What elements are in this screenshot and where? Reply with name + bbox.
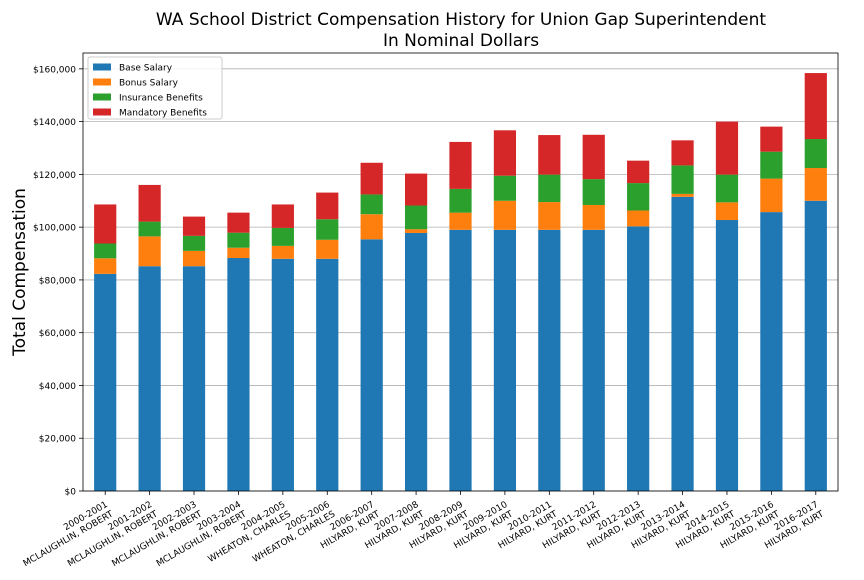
bar-insurance-benefits bbox=[271, 227, 294, 246]
bar-base-salary bbox=[538, 229, 561, 491]
bar-insurance-benefits bbox=[138, 221, 161, 237]
axes bbox=[79, 52, 839, 495]
bar-mandatory-benefits bbox=[715, 121, 739, 175]
bar-mandatory-benefits bbox=[449, 141, 472, 189]
bar-insurance-benefits bbox=[94, 243, 117, 259]
bar-mandatory-benefits bbox=[404, 173, 428, 206]
bar-insurance-benefits bbox=[671, 165, 694, 194]
bar-mandatory-benefits bbox=[182, 216, 206, 236]
y-axis-label: Total Compensation bbox=[10, 188, 30, 357]
bar-base-salary bbox=[715, 220, 739, 491]
bar-base-salary bbox=[760, 212, 783, 492]
bar-base-salary bbox=[316, 258, 339, 491]
y-tick-label: $140,000 bbox=[33, 118, 76, 128]
y-tick-label: $20,000 bbox=[39, 435, 76, 445]
bar-insurance-benefits bbox=[760, 151, 783, 179]
bar-insurance-benefits bbox=[804, 139, 827, 169]
bar-mandatory-benefits bbox=[627, 160, 650, 184]
bar-insurance-benefits bbox=[582, 179, 605, 205]
bar-mandatory-benefits bbox=[760, 126, 783, 152]
bar-mandatory-benefits bbox=[360, 162, 383, 195]
bar-insurance-benefits bbox=[227, 232, 250, 248]
bar-insurance-benefits bbox=[715, 174, 739, 203]
bars bbox=[94, 73, 827, 492]
y-tick-label: $160,000 bbox=[33, 65, 76, 75]
bar-bonus-salary bbox=[227, 247, 250, 259]
legend-label: Bonus Salary bbox=[119, 79, 179, 89]
bar-insurance-benefits bbox=[182, 235, 206, 251]
bar-bonus-salary bbox=[182, 250, 206, 267]
y-tick-label: $120,000 bbox=[33, 171, 76, 181]
bar-mandatory-benefits bbox=[804, 73, 827, 140]
bar-base-salary bbox=[582, 229, 605, 491]
bar-base-salary bbox=[138, 266, 161, 491]
y-tick-label: $40,000 bbox=[39, 382, 76, 392]
legend-swatch bbox=[93, 63, 111, 71]
bar-mandatory-benefits bbox=[94, 204, 117, 244]
bar-base-salary bbox=[271, 258, 294, 491]
bar-mandatory-benefits bbox=[493, 130, 517, 176]
legend-swatch bbox=[93, 93, 111, 101]
bar-bonus-salary bbox=[671, 193, 694, 197]
bar-bonus-salary bbox=[271, 245, 294, 259]
bar-base-salary bbox=[404, 232, 428, 491]
y-tick-label: $0 bbox=[65, 488, 77, 498]
bar-bonus-salary bbox=[804, 168, 827, 201]
bar-insurance-benefits bbox=[449, 188, 472, 213]
bar-base-salary bbox=[627, 226, 650, 491]
bar-mandatory-benefits bbox=[538, 135, 561, 175]
bar-bonus-salary bbox=[582, 204, 605, 230]
bar-bonus-salary bbox=[404, 229, 428, 233]
bar-insurance-benefits bbox=[316, 219, 339, 240]
bar-base-salary bbox=[94, 273, 117, 491]
bar-base-salary bbox=[360, 239, 383, 491]
bar-insurance-benefits bbox=[404, 205, 428, 230]
bar-mandatory-benefits bbox=[316, 192, 339, 220]
bar-mandatory-benefits bbox=[138, 184, 161, 222]
y-tick-label: $80,000 bbox=[39, 276, 76, 286]
bar-base-salary bbox=[493, 229, 517, 491]
bar-bonus-salary bbox=[538, 202, 561, 230]
legend-label: Base Salary bbox=[119, 64, 173, 74]
y-tick-label: $100,000 bbox=[33, 224, 76, 234]
bar-base-salary bbox=[227, 258, 250, 491]
bar-base-salary bbox=[182, 266, 206, 491]
legend-box bbox=[87, 56, 223, 120]
bar-bonus-salary bbox=[316, 239, 339, 259]
bar-bonus-salary bbox=[449, 212, 472, 230]
bar-base-salary bbox=[671, 196, 694, 491]
bar-insurance-benefits bbox=[627, 183, 650, 211]
legend-swatch bbox=[93, 108, 111, 116]
legend-swatch bbox=[93, 78, 111, 86]
legend-label: Insurance Benefits bbox=[119, 94, 203, 104]
chart-subtitle: In Nominal Dollars bbox=[383, 31, 539, 51]
bar-insurance-benefits bbox=[538, 174, 561, 203]
bar-insurance-benefits bbox=[360, 194, 383, 215]
bar-mandatory-benefits bbox=[582, 134, 605, 180]
bar-bonus-salary bbox=[493, 200, 517, 230]
bar-bonus-salary bbox=[627, 210, 650, 227]
legend: Base Salary Bonus Salary Insurance Benefit… bbox=[87, 56, 223, 120]
bar-bonus-salary bbox=[94, 258, 117, 274]
y-tick-label: $60,000 bbox=[39, 329, 76, 339]
bar-base-salary bbox=[449, 229, 472, 491]
bar-bonus-salary bbox=[715, 202, 739, 221]
bar-mandatory-benefits bbox=[671, 140, 694, 166]
legend-label: Mandatory Benefits bbox=[119, 109, 207, 119]
bar-bonus-salary bbox=[760, 178, 783, 213]
bar-bonus-salary bbox=[360, 214, 383, 240]
bar-mandatory-benefits bbox=[271, 204, 294, 228]
chart-title: WA School District Compensation History … bbox=[156, 10, 767, 30]
bar-base-salary bbox=[804, 200, 827, 491]
bar-insurance-benefits bbox=[493, 175, 517, 201]
bar-mandatory-benefits bbox=[227, 212, 250, 233]
y-tick-labels: $0 $20,000 $40,000 $60,000 $80,000 $100,000 $1… bbox=[33, 65, 76, 497]
bar-bonus-salary bbox=[138, 236, 161, 267]
